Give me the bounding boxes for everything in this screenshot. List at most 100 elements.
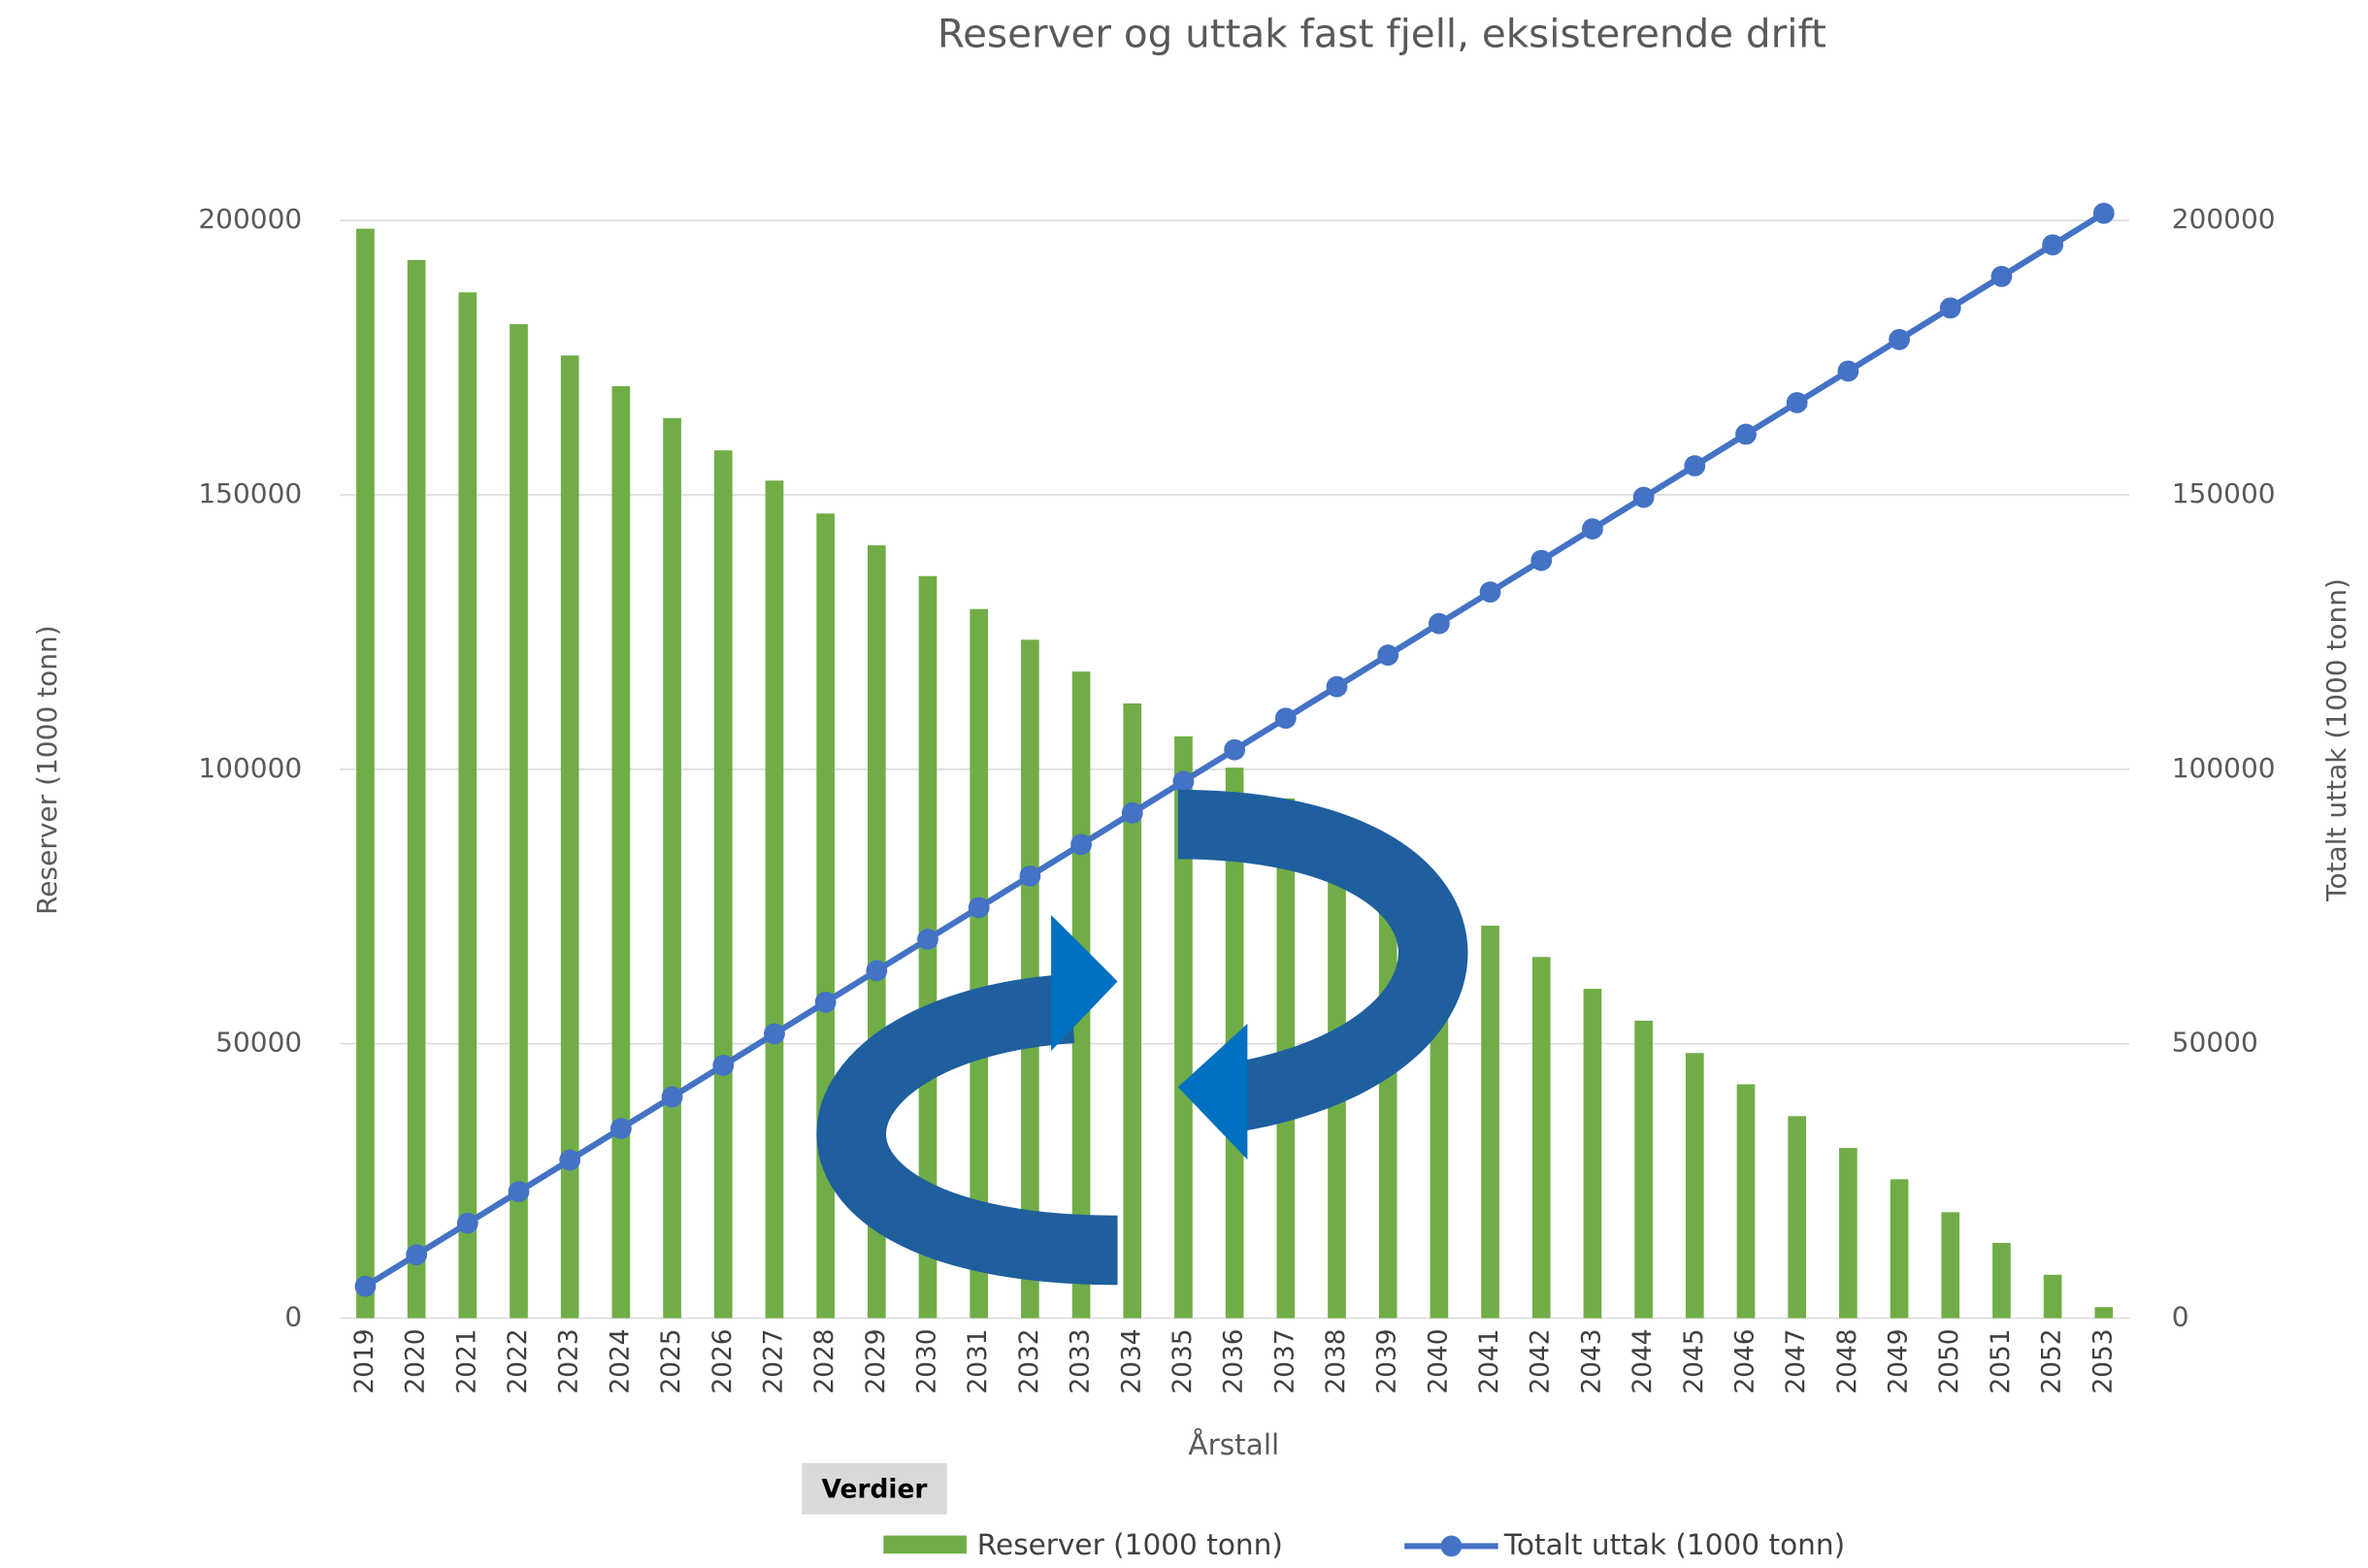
line-marker (1428, 612, 1450, 635)
x-tick-label: 2052 (2037, 1328, 2067, 1393)
legend: Reserver (1000 tonn) Totalt uttak (1000 t… (883, 1528, 1845, 1561)
bar (560, 355, 579, 1319)
field-button[interactable] (802, 1462, 947, 1515)
bar (713, 450, 733, 1319)
bar (510, 324, 528, 1319)
bar (2043, 1274, 2062, 1319)
legend-swatch (883, 1535, 967, 1554)
bar (816, 513, 835, 1319)
x-tick-label: 2049 (1884, 1328, 1914, 1393)
arrow-right-head (1177, 1024, 1248, 1160)
line-marker (1172, 770, 1195, 793)
line-marker (1479, 581, 1501, 604)
x-tick-label: 2023 (554, 1328, 584, 1393)
line-marker (1121, 801, 1143, 824)
x-tick-label: 2048 (1832, 1328, 1862, 1393)
x-tick-label: 2045 (1679, 1328, 1709, 1393)
x-tick-label: 2028 (809, 1328, 839, 1393)
line-marker (814, 992, 837, 1013)
x-tick-label: 2051 (1986, 1328, 2016, 1393)
line-marker (559, 1149, 581, 1171)
bar (1123, 702, 1142, 1319)
bar (356, 228, 375, 1319)
arrow-left-head (1051, 914, 1118, 1052)
line-marker (917, 929, 938, 950)
line-marker (764, 1023, 785, 1045)
line-marker (661, 1086, 683, 1108)
x-tick-label: 2030 (912, 1328, 942, 1393)
bar (1992, 1242, 2011, 1319)
y2-tick-label: 150000 (2172, 477, 2276, 509)
legend-label: Reserver (1000 tonn) (977, 1528, 1283, 1561)
line-marker (968, 897, 990, 919)
y2-tick-label: 50000 (2172, 1027, 2258, 1059)
line-marker (456, 1212, 478, 1234)
field-button-label[interactable]: Verdier (822, 1474, 928, 1504)
x-tick-label: 2026 (707, 1328, 738, 1393)
bar (1685, 1053, 1704, 1319)
x-tick-label: 2036 (1219, 1328, 1249, 1393)
y2-tick-label: 100000 (2172, 752, 2276, 784)
y-tick-label: 50000 (215, 1027, 302, 1059)
line-marker (1889, 329, 1910, 350)
line-marker (712, 1055, 735, 1076)
line-marker (1070, 833, 1092, 856)
x-tick-label: 2039 (1372, 1328, 1402, 1393)
y2-axis-label: Totalt uttak (1000 tonn) (2320, 578, 2352, 902)
bar (970, 608, 989, 1319)
line-marker (1632, 486, 1655, 508)
line-marker (508, 1181, 530, 1202)
line-marker (866, 960, 888, 982)
bar (611, 386, 631, 1319)
bar (1788, 1116, 1807, 1319)
x-tick-label: 2019 (349, 1328, 379, 1393)
arrow-left-curve (816, 973, 1118, 1286)
line-marker (610, 1118, 632, 1139)
bar (458, 292, 477, 1319)
x-tick-label: 2043 (1576, 1328, 1606, 1393)
x-tick-label: 2046 (1729, 1328, 1760, 1393)
x-tick-label: 2020 (401, 1328, 431, 1393)
x-tick-label: 2021 (451, 1328, 481, 1393)
bar (663, 417, 681, 1319)
line-marker (2092, 202, 2115, 224)
x-tick-label: 2033 (1066, 1328, 1096, 1393)
y-tick-label: 150000 (198, 477, 302, 509)
x-tick-label: 2034 (1116, 1328, 1146, 1393)
x-tick-label: 2047 (1781, 1328, 1811, 1393)
y-axis-label: Reserver (1000 tonn) (31, 625, 63, 915)
x-tick-label: 2031 (963, 1328, 993, 1393)
legend-label: Totalt uttak (1000 tonn) (1503, 1528, 1845, 1561)
y-tick-label: 100000 (198, 752, 302, 784)
line-marker (1224, 738, 1246, 761)
bar (2094, 1307, 2114, 1319)
line-marker (1990, 265, 2013, 287)
bar (1531, 957, 1551, 1319)
chart-title: Reserver og uttak fast fjell, eksisteren… (937, 10, 1826, 56)
line-marker (1837, 360, 1859, 382)
line-marker (1274, 707, 1297, 730)
line-marker (1786, 392, 1808, 413)
line-marker (1530, 549, 1553, 572)
x-tick-label: 2050 (1934, 1328, 1964, 1393)
x-tick-label: 2029 (861, 1328, 891, 1393)
x-axis-label: Årstall (1188, 1427, 1279, 1461)
x-tick-label: 2027 (758, 1328, 788, 1393)
legend-swatch-marker (1440, 1535, 1463, 1557)
line-marker (1019, 865, 1041, 887)
x-tick-label: 2024 (605, 1328, 635, 1393)
y2-tick-label: 200000 (2172, 203, 2276, 235)
plot-area: 0 50000 100000 150000 200000 0 50000 100000 1500… (198, 202, 2276, 1394)
line-marker (1939, 297, 1961, 319)
line-marker (354, 1275, 377, 1297)
line-marker (1582, 518, 1603, 539)
arrow-right-curve (1177, 789, 1468, 1134)
x-tick-label: 2044 (1628, 1328, 1658, 1393)
bar (1481, 926, 1499, 1319)
cycle-arrows (816, 789, 1468, 1286)
bar (1634, 1020, 1653, 1319)
x-tick-label: 2038 (1321, 1328, 1351, 1393)
x-tick-label: 2032 (1014, 1328, 1044, 1393)
bar (1839, 1148, 1858, 1319)
